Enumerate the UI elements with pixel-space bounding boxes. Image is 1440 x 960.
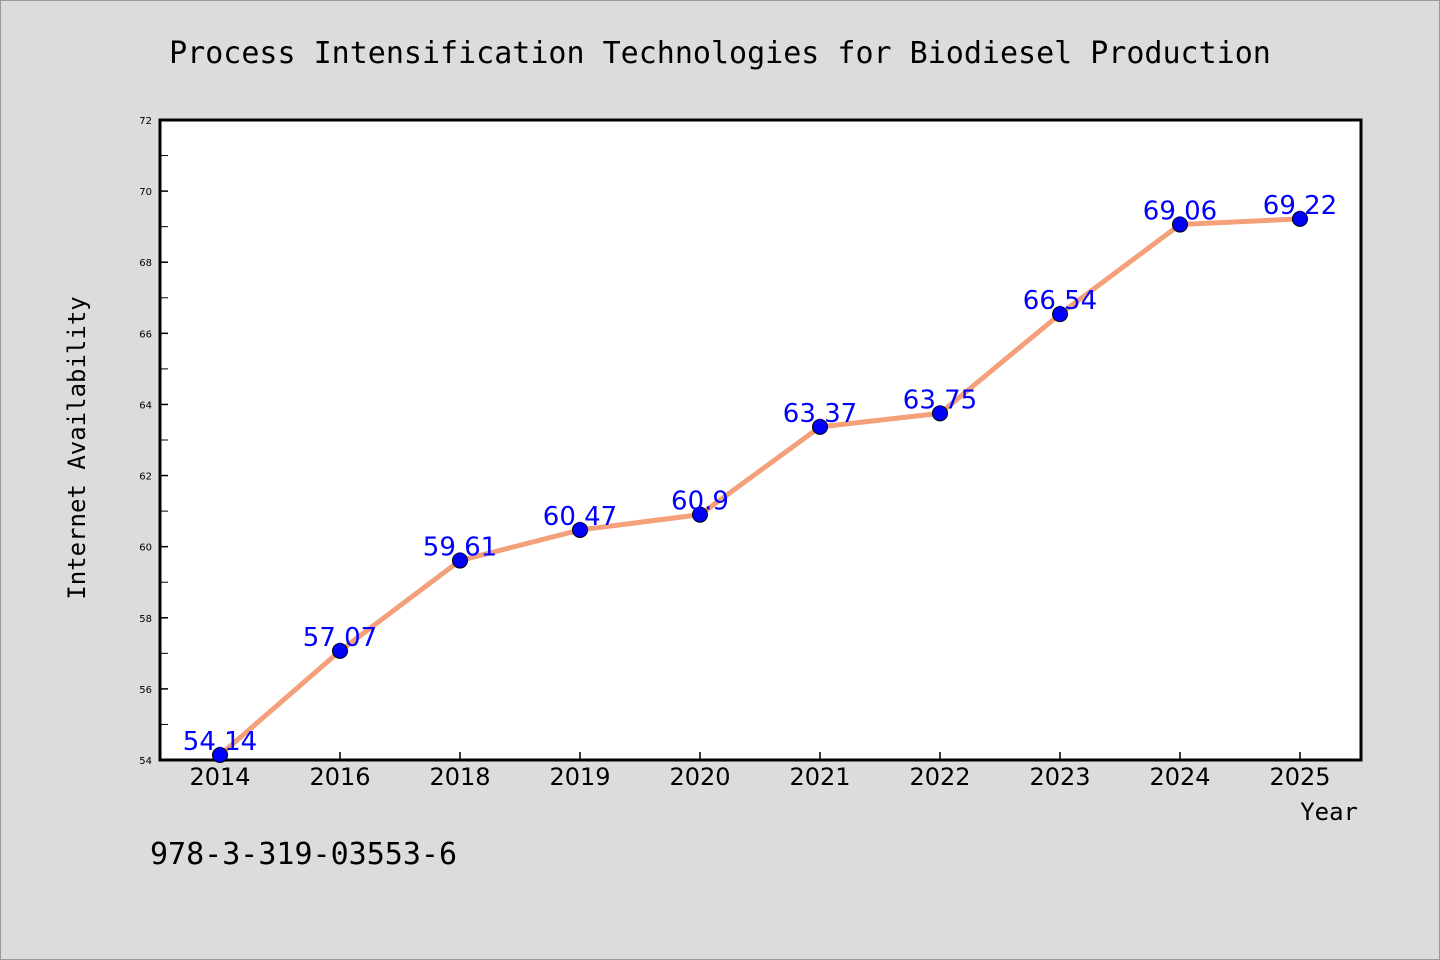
markers-group — [212, 210, 1308, 764]
y-axis: 54 56 58 60 62 64 66 68 70 72 — [139, 116, 168, 767]
x-tick-label: 2022 — [909, 763, 970, 791]
data-label: 60.47 — [543, 502, 617, 532]
data-point — [1292, 210, 1308, 227]
data-point — [932, 405, 948, 422]
x-tick-label: 2019 — [549, 763, 610, 791]
data-point — [332, 642, 348, 659]
data-label: 54.14 — [183, 727, 257, 757]
x-tick-label: 2023 — [1029, 763, 1090, 791]
data-point — [1052, 306, 1068, 323]
chart-title: Process Intensification Technologies for… — [169, 36, 1271, 71]
y-tick-label: 58 — [139, 614, 152, 625]
data-label: 63.37 — [783, 399, 857, 429]
data-label: 59.61 — [423, 533, 497, 563]
y-tick-label: 72 — [139, 116, 152, 127]
x-axis: 2014 2016 2018 2019 2020 2021 2022 2023 2024 2025 — [189, 752, 1331, 791]
x-tick-label: 2020 — [669, 763, 730, 791]
data-labels-group: 54.14 57.07 59.61 60.47 60.9 63.37 63.75 66.54 6… — [183, 191, 1337, 757]
y-axis-label: Internet Availability — [63, 296, 91, 599]
series-line-group — [217, 216, 1303, 758]
y-tick-label: 56 — [139, 685, 152, 696]
x-tick-label: 2024 — [1149, 763, 1210, 791]
data-point — [212, 747, 228, 764]
y-tick-label: 70 — [139, 187, 152, 198]
x-tick-label: 2018 — [429, 763, 490, 791]
data-point — [572, 521, 588, 538]
plot-area — [158, 118, 1363, 762]
y-tick-label: 62 — [139, 472, 152, 483]
data-label: 69.22 — [1263, 191, 1337, 221]
data-point — [452, 552, 468, 569]
data-point — [812, 418, 828, 435]
y-tick-label: 54 — [139, 756, 152, 767]
y-tick-label: 64 — [139, 400, 152, 411]
x-tick-label: 2014 — [189, 763, 250, 791]
data-label: 66.54 — [1023, 286, 1097, 316]
data-label: 57.07 — [303, 623, 377, 653]
series-line — [217, 216, 1303, 758]
x-tick-label: 2021 — [789, 763, 850, 791]
x-tick-label: 2016 — [309, 763, 370, 791]
x-tick-label: 2025 — [1269, 763, 1330, 791]
footer-code: 978-3-319-03553-6 — [150, 837, 457, 872]
data-label: 63.75 — [903, 385, 977, 415]
y-tick-label: 68 — [139, 258, 152, 269]
data-point — [1172, 216, 1188, 233]
data-label: 69.06 — [1143, 197, 1217, 227]
y-tick-label: 60 — [139, 543, 152, 554]
data-point — [692, 506, 708, 523]
data-label: 60.9 — [671, 487, 729, 517]
x-axis-label: Year — [1300, 798, 1358, 826]
y-tick-label: 66 — [139, 329, 152, 340]
